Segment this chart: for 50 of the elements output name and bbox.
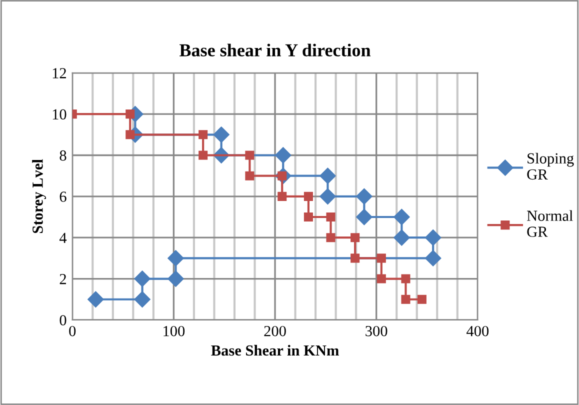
point bbox=[304, 192, 313, 201]
point bbox=[245, 150, 254, 160]
point bbox=[198, 150, 208, 160]
point bbox=[401, 294, 410, 304]
point bbox=[326, 212, 336, 222]
point bbox=[376, 274, 386, 284]
point bbox=[425, 230, 442, 246]
y-tick-label: 10 bbox=[52, 109, 66, 120]
y-tick-label: 8 bbox=[60, 150, 66, 161]
point bbox=[425, 250, 442, 266]
point bbox=[134, 270, 150, 287]
chart-title: Base shear in Y direction bbox=[180, 44, 371, 56]
point bbox=[376, 254, 386, 263]
point bbox=[278, 192, 287, 201]
legend-label: Normal GR bbox=[527, 210, 573, 237]
point bbox=[126, 110, 135, 119]
point bbox=[245, 171, 254, 180]
x-tick-label: 0 bbox=[69, 326, 76, 336]
point bbox=[350, 233, 360, 242]
y-tick-label: 0 bbox=[60, 315, 66, 326]
point bbox=[168, 270, 184, 287]
y-axis-title: Storey Lvel bbox=[32, 159, 46, 234]
point bbox=[417, 294, 426, 304]
point bbox=[394, 208, 410, 226]
x-tick-label: 200 bbox=[264, 326, 286, 336]
point bbox=[401, 274, 410, 284]
x-tick-label: 300 bbox=[366, 326, 388, 336]
legend-label: Sloping GR bbox=[527, 152, 574, 180]
point bbox=[394, 230, 410, 246]
point bbox=[168, 250, 184, 266]
y-tick-label: 12 bbox=[52, 68, 66, 78]
y-tick-label: 2 bbox=[60, 274, 66, 284]
y-tick-label: 6 bbox=[60, 192, 66, 202]
point bbox=[88, 291, 104, 308]
point bbox=[213, 126, 230, 143]
point bbox=[134, 291, 150, 308]
point bbox=[304, 212, 313, 222]
point bbox=[326, 233, 336, 242]
point bbox=[320, 188, 336, 204]
x-tick-label: 400 bbox=[466, 326, 489, 336]
point bbox=[356, 208, 372, 226]
point bbox=[126, 130, 135, 140]
point bbox=[320, 168, 336, 184]
x-axis-title: Base Shear in KNm bbox=[211, 344, 339, 356]
x-tick-label: 100 bbox=[164, 326, 185, 336]
y-tick-label: 4 bbox=[59, 232, 67, 243]
point bbox=[350, 254, 360, 263]
point bbox=[356, 188, 372, 204]
point bbox=[198, 130, 208, 140]
point bbox=[275, 147, 292, 164]
